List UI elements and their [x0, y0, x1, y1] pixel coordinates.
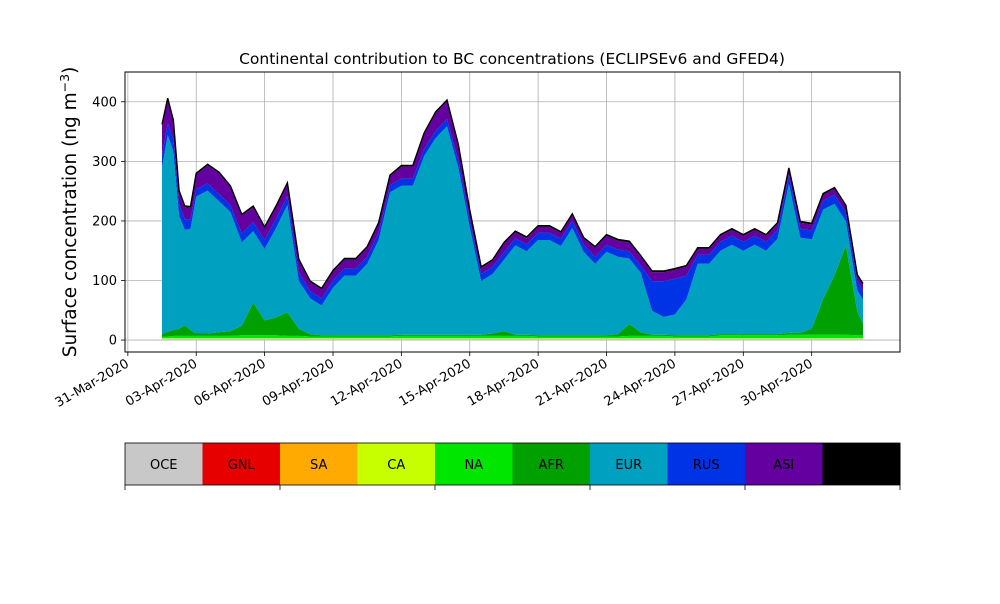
series-area-eur — [162, 126, 863, 336]
y-tick-label: 400 — [92, 95, 117, 110]
legend-swatch-rus — [667, 443, 746, 485]
legend-swatch-asi — [745, 443, 823, 485]
x-tick-label: 09-Apr-2020 — [260, 356, 337, 409]
x-tick-label: 06-Apr-2020 — [191, 356, 268, 409]
legend-label-afr: AFR — [539, 458, 564, 473]
plot-frame — [124, 71, 901, 353]
y-axis-ticks: 0 100 200 300 400 — [92, 95, 125, 349]
legend-frame — [124, 442, 901, 486]
x-tick-label: 24-Apr-2020 — [602, 356, 679, 409]
legend-label-asi: ASI — [773, 458, 794, 473]
legend-swatch-ca — [357, 443, 436, 485]
legend-label-ca: CA — [387, 458, 405, 473]
y-tick-label: 100 — [92, 274, 117, 289]
legend-label-eur: EUR — [615, 458, 642, 473]
chart-title: Continental contribution to BC concentra… — [239, 50, 785, 68]
y-axis-label: Surface concentration (ng m−3) — [57, 67, 81, 358]
legend-label-sa: SA — [310, 458, 327, 473]
y-axis-label-exponent: −3 — [57, 74, 72, 92]
y-axis-label-main: Surface concentration (ng m — [60, 92, 81, 357]
x-tick-label: 03-Apr-2020 — [123, 356, 200, 409]
legend-swatch-sa — [280, 443, 358, 485]
legend-swatch-eur — [590, 443, 668, 485]
x-tick-label: 21-Apr-2020 — [533, 356, 610, 409]
legend-swatch-na — [435, 443, 513, 485]
x-tick-label: 27-Apr-2020 — [670, 356, 747, 409]
legend-swatch-gnl — [202, 443, 281, 485]
legend-colorbar: OCE GNL SA CA NA AFR EUR RUS ASI AUS — [124, 442, 901, 490]
series-area-na — [162, 334, 863, 339]
y-tick-label: 200 — [92, 214, 117, 229]
y-tick-label: 0 — [109, 334, 117, 349]
x-tick-label: 15-Apr-2020 — [397, 356, 474, 409]
x-tick-label: 12-Apr-2020 — [328, 356, 405, 409]
legend-swatch-afr — [512, 443, 591, 485]
y-axis-label-close: ) — [60, 67, 81, 74]
x-tick-label: 30-Apr-2020 — [739, 356, 816, 409]
legend-label-oce: OCE — [150, 458, 178, 473]
total-outline — [161, 98, 864, 290]
series-area-oce — [162, 338, 863, 341]
legend-label-gnl: GNL — [228, 458, 256, 473]
legend-label-aus: AUS — [848, 458, 875, 473]
series-area-ca — [162, 338, 863, 339]
y-tick-label: 300 — [92, 155, 117, 170]
legend-swatch-aus — [822, 443, 901, 485]
area-layer — [161, 98, 864, 341]
x-tick-label: 31-Mar-2020 — [53, 356, 132, 410]
legend-label-rus: RUS — [693, 458, 720, 473]
legend-label-na: NA — [464, 458, 483, 473]
x-tick-label: 18-Apr-2020 — [465, 356, 542, 409]
x-axis-ticks: 31-Mar-202003-Apr-202006-Apr-202009-Apr-… — [53, 352, 816, 411]
legend-swatch-oce — [125, 443, 203, 485]
